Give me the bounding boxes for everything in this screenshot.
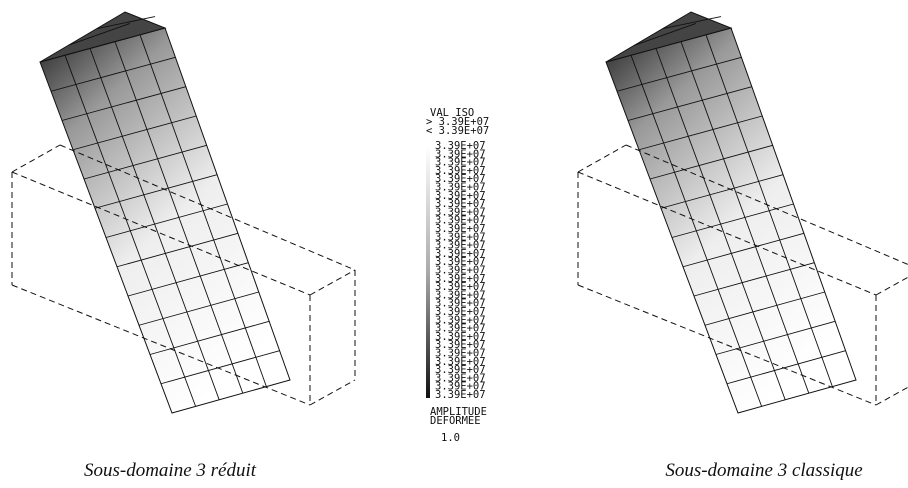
mesh-line bbox=[68, 22, 131, 46]
mesh-line bbox=[662, 16, 722, 30]
mesh-line bbox=[616, 56, 742, 92]
mesh-line bbox=[96, 16, 156, 30]
legend-level: 3.39E+07 bbox=[435, 206, 486, 218]
amplitude-value: 1.0 bbox=[441, 432, 460, 444]
legend-level: 3.39E+07 bbox=[435, 215, 486, 227]
amplitude-title: AMPLITUDE bbox=[430, 406, 487, 418]
legend-level: 3.39E+07 bbox=[435, 281, 486, 293]
undeformed-outline bbox=[11, 284, 311, 406]
mesh-line bbox=[634, 22, 697, 46]
mesh-line bbox=[138, 291, 259, 326]
mesh-line bbox=[50, 56, 176, 92]
legend-level: 3.39E+07 bbox=[435, 231, 486, 243]
legend-level: 3.39E+07 bbox=[435, 190, 486, 202]
legend-level: 3.39E+07 bbox=[435, 372, 486, 384]
legend-level: 3.39E+07 bbox=[435, 140, 486, 152]
mesh-line bbox=[671, 203, 794, 238]
legend-level: 3.39E+07 bbox=[435, 265, 486, 277]
caption: Sous-domaine 3 classique bbox=[665, 460, 862, 481]
legend-above: > 3.39E+07 bbox=[426, 116, 489, 128]
mesh-line bbox=[660, 174, 784, 209]
legend-level: 3.39E+07 bbox=[435, 306, 486, 318]
legend-below: < 3.39E+07 bbox=[426, 125, 489, 137]
mesh-line bbox=[682, 232, 805, 268]
legend-level: 3.39E+07 bbox=[435, 240, 486, 252]
legend-level: 3.39E+07 bbox=[435, 364, 486, 376]
undeformed-outline bbox=[875, 386, 908, 406]
mesh-face bbox=[605, 27, 857, 414]
legend-level: 3.39E+07 bbox=[435, 331, 486, 343]
mesh-top bbox=[39, 11, 167, 63]
mesh-line bbox=[649, 144, 773, 180]
legend-level: 3.39E+07 bbox=[435, 173, 486, 185]
mesh-line bbox=[116, 232, 239, 268]
mesh-top bbox=[605, 11, 733, 63]
mesh-line bbox=[160, 350, 280, 385]
mesh-line bbox=[83, 144, 207, 180]
undeformed-outline bbox=[309, 269, 356, 296]
amplitude-title: DEFORMEE bbox=[430, 415, 481, 427]
mesh-line bbox=[638, 115, 763, 151]
legend-level: 3.39E+07 bbox=[435, 256, 486, 268]
legend-level: 3.39E+07 bbox=[435, 157, 486, 169]
undeformed-outline bbox=[577, 144, 627, 173]
legend-level: 3.39E+07 bbox=[435, 389, 486, 401]
undeformed-outline bbox=[59, 144, 356, 271]
mesh-line bbox=[72, 115, 197, 151]
legend-level: 3.39E+07 bbox=[435, 381, 486, 393]
undeformed-outline bbox=[309, 379, 356, 406]
legend-level: 3.39E+07 bbox=[435, 348, 486, 360]
legend-level: 3.39E+07 bbox=[435, 198, 486, 210]
undeformed-outline bbox=[11, 171, 311, 296]
legend-level: 3.39E+07 bbox=[435, 148, 486, 160]
legend-level: 3.39E+07 bbox=[435, 298, 486, 310]
legend-level: 3.39E+07 bbox=[435, 356, 486, 368]
mesh-face bbox=[39, 27, 291, 414]
legend-level: 3.39E+07 bbox=[435, 182, 486, 194]
mesh-line bbox=[627, 86, 752, 121]
undeformed-outline bbox=[577, 171, 877, 296]
legend-level: 3.39E+07 bbox=[435, 273, 486, 285]
undeformed-outline bbox=[577, 284, 877, 406]
legend-level: 3.39E+07 bbox=[435, 339, 486, 351]
mesh-line bbox=[726, 350, 846, 385]
undeformed-outline bbox=[625, 144, 908, 266]
mesh-line bbox=[61, 86, 186, 121]
legend-level: 3.39E+07 bbox=[435, 248, 486, 260]
legend-level: 3.39E+07 bbox=[435, 165, 486, 177]
mesh-line bbox=[105, 203, 228, 238]
mesh-line bbox=[127, 262, 249, 297]
undeformed-outline bbox=[875, 276, 908, 296]
mesh-line bbox=[693, 262, 815, 297]
mesh-line bbox=[704, 291, 825, 326]
caption: Sous-domaine 3 réduit bbox=[84, 460, 257, 481]
legend-header: VAL ISO bbox=[430, 107, 474, 119]
legend-level: 3.39E+07 bbox=[435, 289, 486, 301]
undeformed-outline bbox=[11, 144, 61, 173]
mesh-line bbox=[94, 174, 218, 209]
legend-level: 3.39E+07 bbox=[435, 223, 486, 235]
legend-level: 3.39E+07 bbox=[435, 323, 486, 335]
color-bar bbox=[426, 146, 430, 398]
legend-level: 3.39E+07 bbox=[435, 314, 486, 326]
